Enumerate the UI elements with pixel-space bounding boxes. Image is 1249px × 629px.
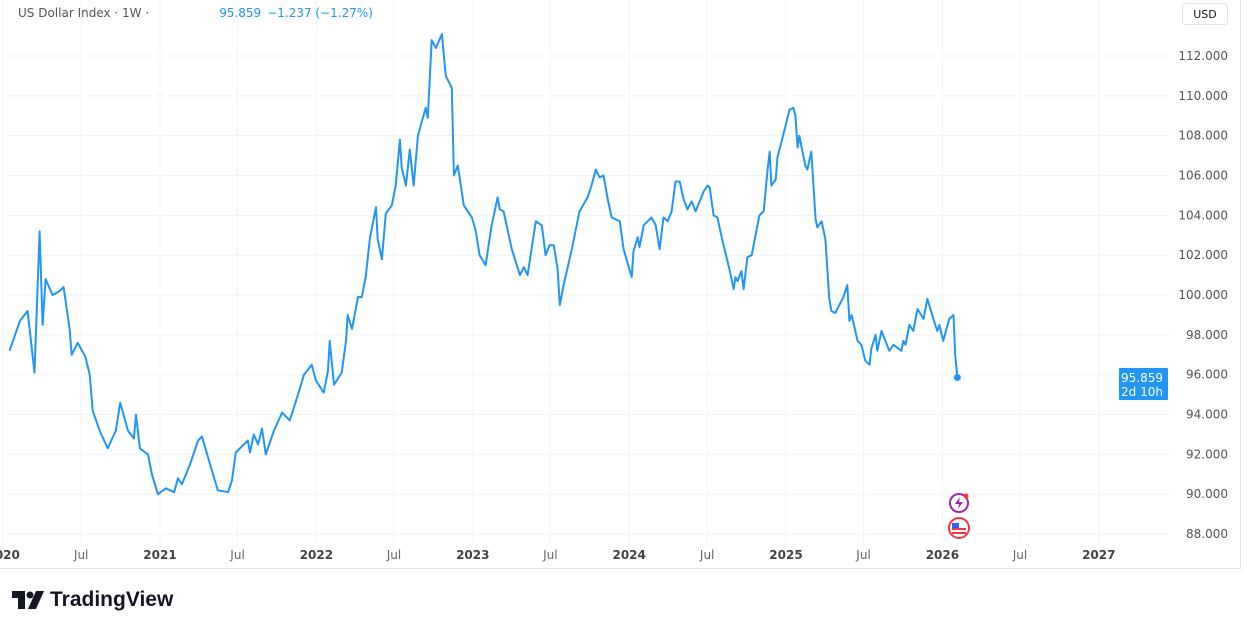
lightning-event-icon[interactable]	[949, 493, 969, 513]
y-tick-label: 106.000	[1178, 169, 1228, 183]
x-tick-label: 2021	[143, 548, 176, 562]
price-axis: 88.000 90.000 92.000 94.000 96.000 98.000 100.…	[1178, 49, 1228, 541]
y-tick-label: 88.000	[1186, 527, 1228, 541]
legend-last-value: 95.859	[219, 6, 262, 20]
x-tick-label: Jul	[542, 548, 557, 562]
series-points	[9, 34, 958, 495]
legend-change: −1.237 (−1.27%)	[267, 6, 373, 20]
y-tick-label: 94.000	[1186, 408, 1228, 422]
y-tick-label: 102.000	[1178, 248, 1228, 262]
bar-countdown: 2d 10h	[1121, 385, 1163, 399]
chart-pane[interactable]: 2020 Jul 2021 Jul 2022 Jul 2023 Jul 2024 Jul 2025 J…	[0, 0, 1241, 569]
chart-legend: US Dollar Index · 1W · 95.859 −1.237 (−1.2…	[18, 6, 373, 20]
y-tick-label: 112.000	[1178, 49, 1228, 63]
us-flag-event-icon[interactable]	[948, 517, 970, 539]
x-tick-label: Jul	[73, 548, 88, 562]
tradingview-logo[interactable]: TradingView	[12, 588, 173, 612]
x-tick-label: 2027	[1082, 548, 1115, 562]
x-tick-label: Jul	[855, 548, 870, 562]
series-line	[8, 33, 959, 496]
last-price-value: 95.859	[1121, 371, 1163, 385]
last-point-marker	[953, 374, 961, 382]
x-tick-label: Jul	[1012, 548, 1027, 562]
x-tick-label: 2020	[0, 548, 20, 562]
x-tick-label: Jul	[229, 548, 244, 562]
time-axis: 2020 Jul 2021 Jul 2022 Jul 2023 Jul 2024 Jul 2025 J…	[0, 548, 1115, 562]
y-tick-label: 110.000	[1178, 89, 1228, 103]
y-tick-label: 104.000	[1178, 208, 1228, 222]
y-tick-label: 108.000	[1178, 129, 1228, 143]
x-tick-label: 2026	[926, 548, 959, 562]
currency-button[interactable]: USD	[1182, 3, 1228, 25]
y-tick-label: 90.000	[1186, 487, 1228, 501]
y-tick-label: 98.000	[1186, 328, 1228, 342]
y-tick-label: 100.000	[1178, 288, 1228, 302]
x-tick-label: 2025	[769, 548, 802, 562]
price-chart[interactable]: 2020 Jul 2021 Jul 2022 Jul 2023 Jul 2024 Jul 2025 J…	[0, 0, 1240, 568]
brand-name: TradingView	[50, 588, 174, 611]
x-tick-label: 2023	[456, 548, 489, 562]
x-tick-label: Jul	[386, 548, 401, 562]
y-tick-label: 96.000	[1186, 368, 1228, 382]
symbol-label[interactable]: US Dollar Index · 1W ·	[18, 6, 150, 20]
grid	[2, 0, 1170, 547]
tradingview-logo-icon	[12, 591, 44, 609]
x-tick-label: Jul	[699, 548, 714, 562]
x-tick-label: 2022	[300, 548, 333, 562]
x-tick-label: 2024	[612, 548, 645, 562]
last-price-label: 95.859 2d 10h	[1119, 368, 1168, 400]
y-tick-label: 92.000	[1186, 447, 1228, 461]
